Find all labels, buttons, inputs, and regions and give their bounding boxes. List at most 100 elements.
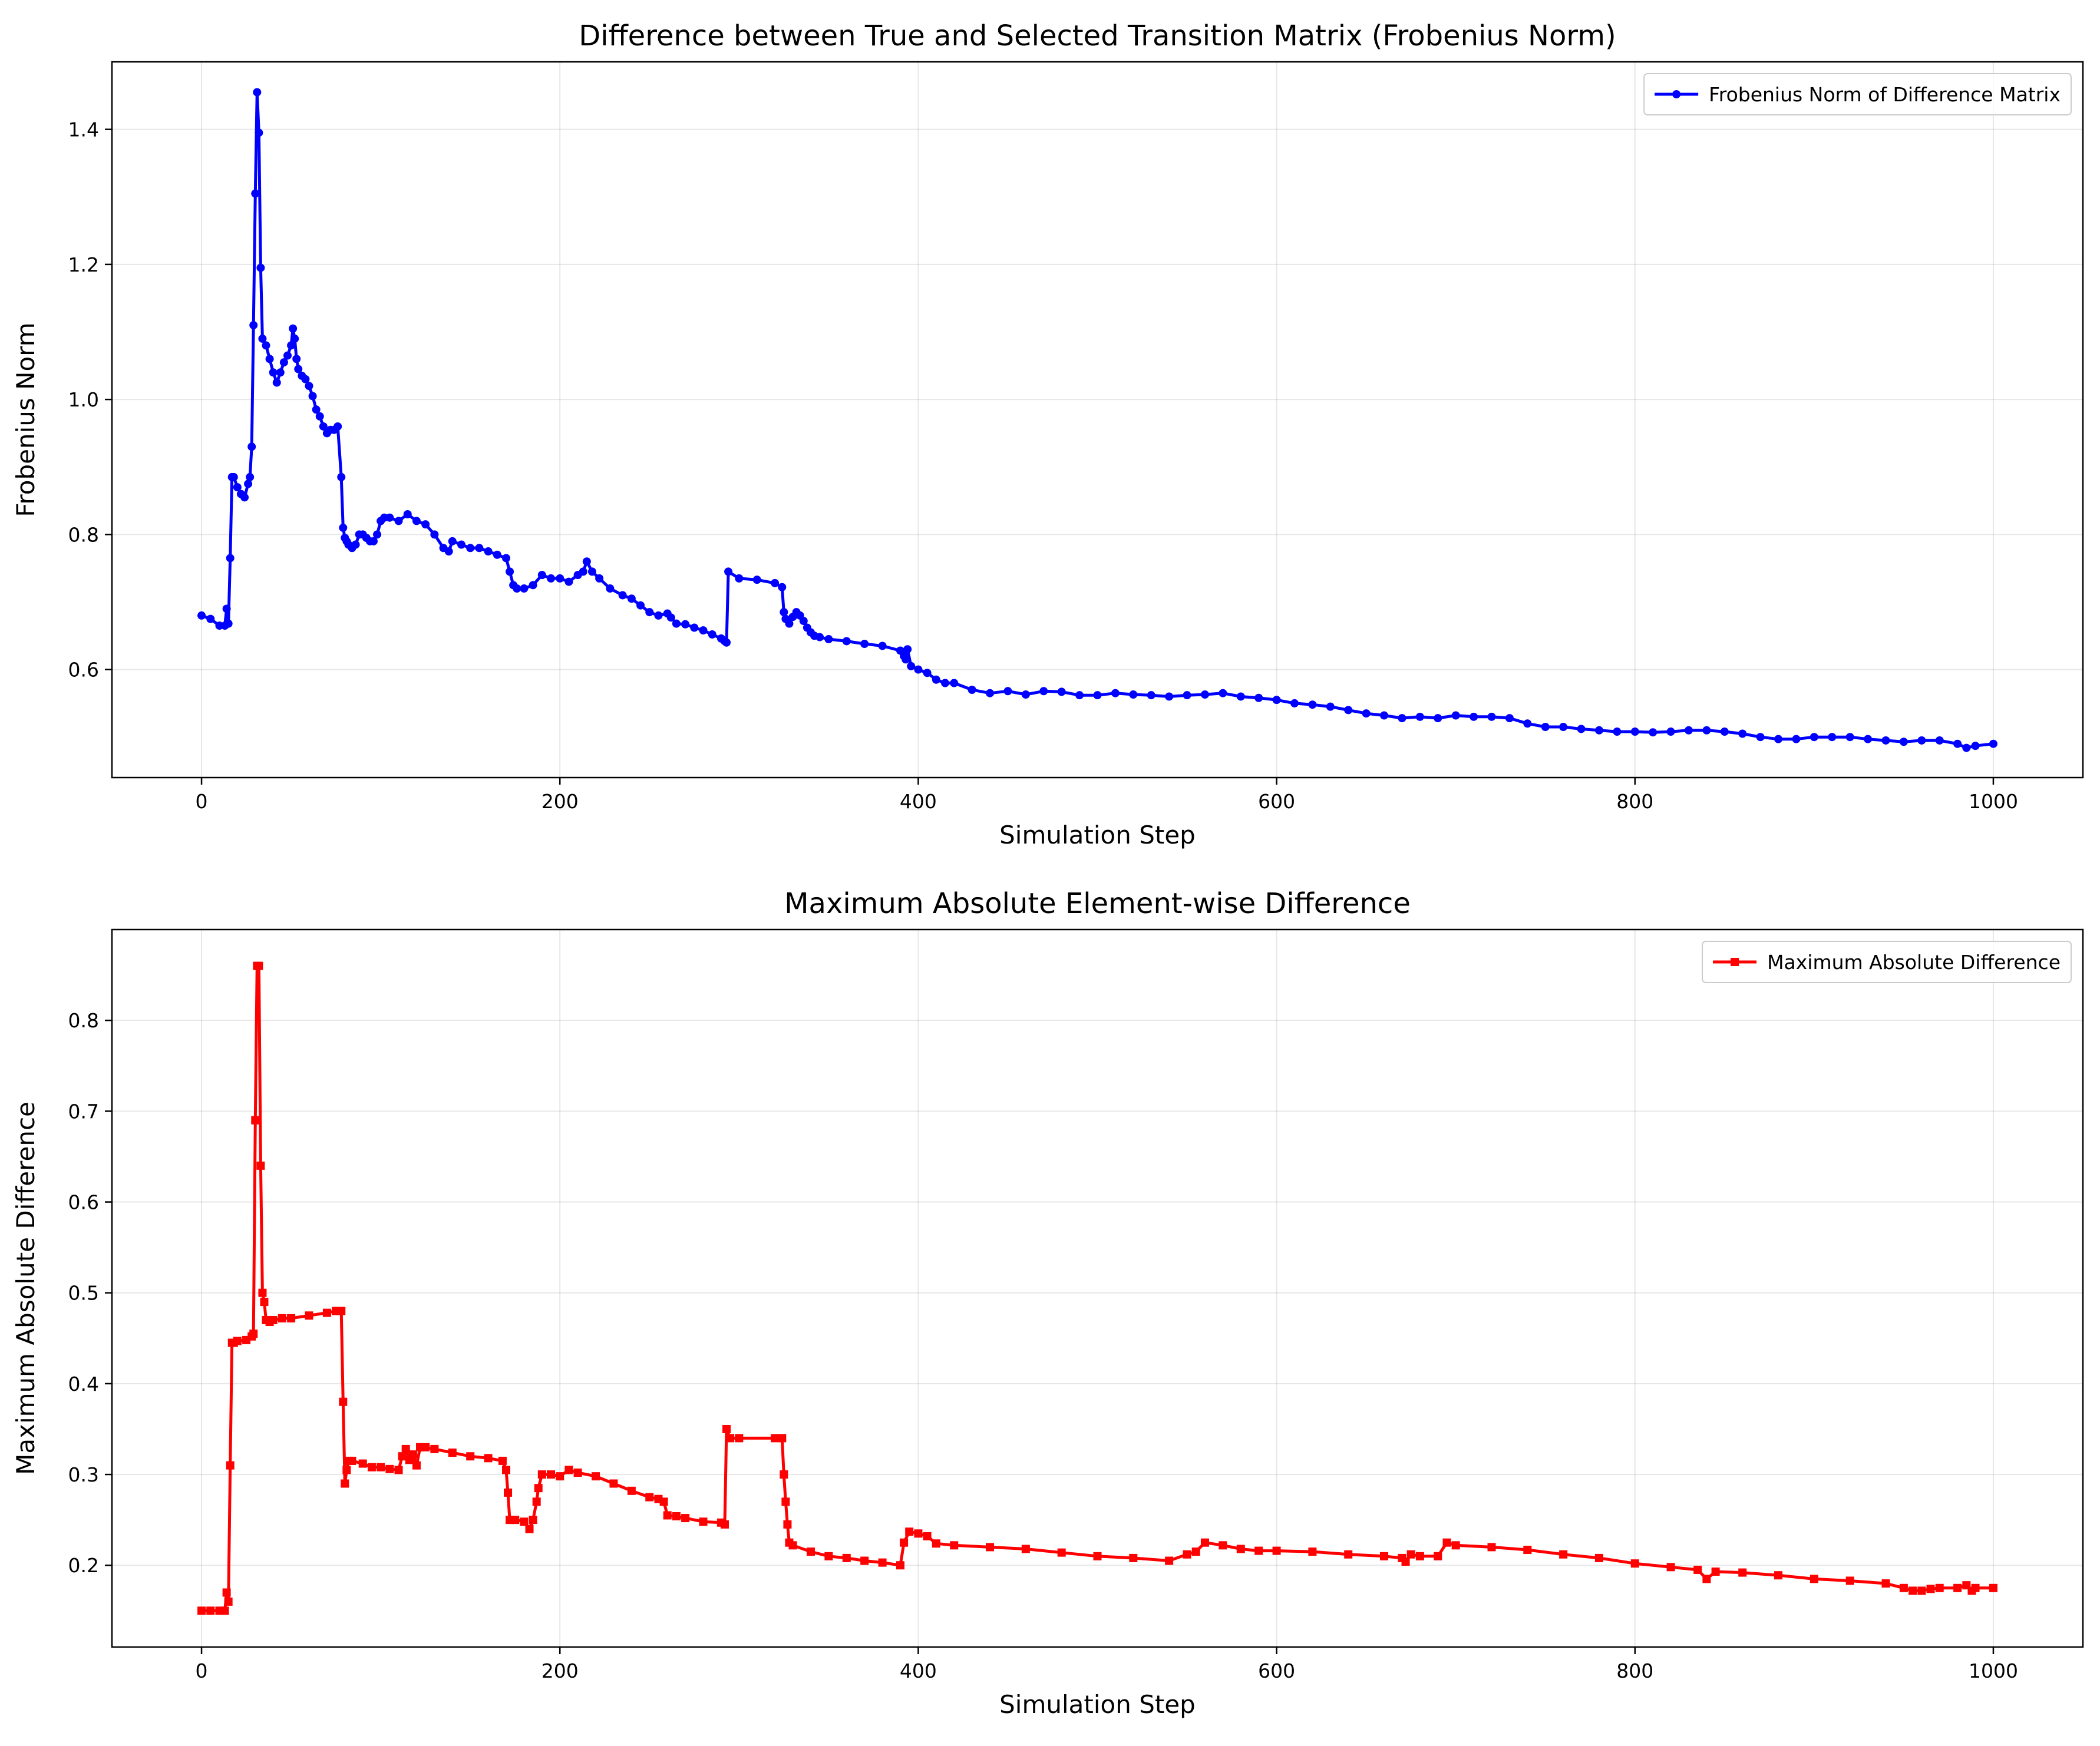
max-abs-data-point (722, 1424, 731, 1433)
frobenius-data-point (1290, 699, 1299, 707)
frobenius-data-point (1451, 711, 1460, 720)
max-abs-data-point (1129, 1553, 1138, 1562)
frobenius-data-point (506, 567, 514, 576)
max-abs-data-point (781, 1497, 790, 1506)
frobenius-data-point (903, 645, 912, 654)
frobenius-x-tick-label: 1000 (1969, 790, 2018, 813)
frobenius-axes-frame (111, 61, 2084, 779)
max-abs-data-point (720, 1520, 729, 1529)
max-abs-data-point (699, 1517, 708, 1526)
frobenius-panel: 0 200 400 600 800 1000 0.6 0.8 1.0 1.2 1.4 Differe… (11, 19, 2084, 849)
max-abs-data-point (900, 1538, 909, 1547)
max-abs-data-point (525, 1525, 534, 1533)
frobenius-data-point (206, 614, 215, 623)
frobenius-data-point (253, 88, 262, 97)
frobenius-data-point (1272, 696, 1281, 705)
frobenius-data-point (1594, 726, 1603, 735)
frobenius-data-point (312, 405, 321, 414)
frobenius-data-point (1470, 712, 1478, 721)
frobenius-data-point (708, 630, 716, 639)
frobenius-data-point (1828, 733, 1837, 742)
frobenius-data-point (258, 334, 267, 343)
max-abs-data-point (1917, 1586, 1926, 1595)
max-abs-data-point (251, 1116, 260, 1125)
max-abs-data-point (233, 1337, 242, 1345)
frobenius-data-point (1720, 727, 1729, 736)
max-abs-data-point (659, 1497, 668, 1506)
max-abs-data-point (1021, 1545, 1030, 1553)
max-abs-data-point (1630, 1559, 1639, 1568)
max-abs-x-tick-label: 1000 (1969, 1659, 2018, 1682)
frobenius-data-point (1989, 739, 1997, 748)
frobenius-data-point (950, 679, 959, 687)
max-abs-data-point (1702, 1575, 1711, 1583)
frobenius-data-point (1093, 691, 1102, 700)
frobenius-data-point (369, 537, 378, 545)
frobenius-data-point (493, 550, 501, 559)
frobenius-data-point (654, 611, 663, 620)
max-abs-data-point (1926, 1585, 1935, 1593)
frobenius-data-point (1165, 692, 1174, 701)
frobenius-data-point (1219, 689, 1227, 697)
frobenius-data-point (1380, 711, 1389, 720)
max-abs-data-point (1406, 1550, 1415, 1559)
frobenius-data-point (1577, 725, 1586, 733)
max-abs-data-point (1191, 1547, 1200, 1556)
max-abs-data-point (398, 1452, 407, 1461)
max-abs-data-point (1254, 1546, 1263, 1555)
frobenius-data-point (337, 472, 346, 481)
frobenius-data-point (1147, 691, 1155, 700)
max-abs-data-point (1401, 1557, 1410, 1566)
frobenius-data-point (595, 574, 604, 583)
max-abs-data-point (1594, 1553, 1603, 1562)
frobenius-data-point (780, 608, 788, 617)
frobenius-data-point (466, 544, 475, 553)
frobenius-data-point (276, 368, 285, 377)
max-abs-data-point (287, 1314, 296, 1322)
frobenius-data-point (233, 483, 242, 492)
frobenius-ticks: 0 200 400 600 800 1000 0.6 0.8 1.0 1.2 1.4 (68, 118, 2018, 813)
frobenius-data-point (1962, 743, 1971, 752)
max-abs-data-point (412, 1461, 421, 1470)
max-abs-data-point (1971, 1583, 1980, 1592)
frobenius-data-point (513, 584, 521, 593)
max-abs-y-tick-label: 0.6 (68, 1191, 99, 1214)
frobenius-data-point (556, 574, 564, 583)
max-abs-x-tick-label: 200 (541, 1659, 579, 1682)
max-abs-data-point (260, 1298, 269, 1307)
frobenius-data-point (1039, 687, 1048, 696)
frobenius-x-tick-label: 800 (1616, 790, 1653, 813)
max-abs-data-point (1219, 1541, 1227, 1550)
max-abs-y-tick-label: 0.7 (68, 1100, 99, 1123)
max-abs-data-point (249, 1330, 258, 1338)
max-abs-data-point (511, 1516, 520, 1525)
max-abs-data-point (860, 1556, 869, 1565)
frobenius-data-point (785, 619, 794, 628)
max-abs-data-point (529, 1516, 537, 1525)
frobenius-x-tick-label: 200 (541, 790, 579, 813)
frobenius-data-point (1541, 723, 1550, 732)
frobenius-data-point (1057, 687, 1066, 696)
frobenius-data-point (923, 669, 932, 677)
frobenius-data-point (1183, 691, 1191, 700)
max-abs-data-point (1165, 1556, 1174, 1565)
frobenius-data-point (448, 537, 457, 545)
max-abs-y-tick-label: 0.4 (68, 1373, 99, 1396)
max-abs-data-point (1200, 1538, 1209, 1547)
max-abs-data-point (226, 1461, 235, 1470)
frobenius-data-point (430, 530, 439, 539)
max-abs-data-point (367, 1463, 376, 1471)
frobenius-data-point (1398, 714, 1406, 723)
frobenius-data-point (799, 617, 808, 626)
frobenius-data-point (1899, 738, 1908, 746)
max-abs-y-tick-label: 0.3 (68, 1463, 99, 1486)
max-abs-data-point (1881, 1579, 1890, 1588)
max-abs-data-point (1845, 1576, 1854, 1585)
max-abs-data-point (430, 1444, 439, 1453)
frobenius-legend-label: Frobenius Norm of Difference Matrix (1709, 83, 2061, 106)
frobenius-legend-box (1643, 73, 2072, 115)
max-abs-data-point (1380, 1552, 1389, 1560)
max-abs-data-point (780, 1470, 788, 1479)
max-abs-data-point (1434, 1552, 1442, 1560)
